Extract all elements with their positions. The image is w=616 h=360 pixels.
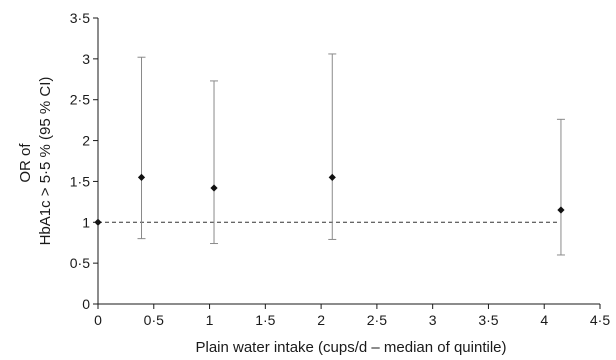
- axes: [97, 18, 600, 305]
- data-points: [94, 173, 565, 226]
- y-tick-label: 1·5: [70, 173, 90, 189]
- x-tick-label: 3·5: [478, 312, 498, 328]
- y-tick-label: 3·5: [70, 10, 90, 26]
- error-bars: [137, 53, 565, 256]
- x-axis-ticks: 0 0·5 1 1·5 2 2·5 3 3·5 4 4·5: [94, 304, 610, 328]
- data-point: [210, 184, 218, 192]
- y-tick-label: 0: [82, 296, 90, 312]
- y-tick-label: 3: [82, 51, 90, 67]
- x-tick-label: 2: [317, 312, 325, 328]
- x-tick-label: 3: [429, 312, 437, 328]
- data-point: [137, 173, 146, 181]
- y-axis-title: OR of HbA1c > 5·5 % (95 % CI): [17, 77, 54, 246]
- x-tick-label: 0: [94, 312, 102, 328]
- y-tick-label: 2·5: [70, 92, 90, 108]
- x-tick-label: 1: [206, 312, 214, 328]
- y-tick-label: 2: [82, 133, 90, 149]
- x-tick-label: 1·5: [255, 312, 275, 328]
- x-tick-label: 4: [540, 312, 548, 328]
- x-tick-label: 2·5: [367, 312, 387, 328]
- x-axis-title: Plain water intake (cups/d – median of q…: [195, 339, 506, 356]
- x-tick-label: 4·5: [590, 312, 610, 328]
- y-tick-label: 1: [82, 214, 90, 230]
- y-tick-label: 0·5: [70, 255, 90, 271]
- y-axis-ticks: 0 0·5 1 1·5 2 2·5 3 3·5: [70, 10, 98, 312]
- y-axis-title-line-1: OR of: [17, 143, 34, 183]
- y-axis-title-line-2: HbA1c > 5·5 % (95 % CI): [37, 77, 54, 246]
- x-tick-label: 0·5: [144, 312, 164, 328]
- data-point: [557, 206, 565, 214]
- data-point: [328, 173, 336, 181]
